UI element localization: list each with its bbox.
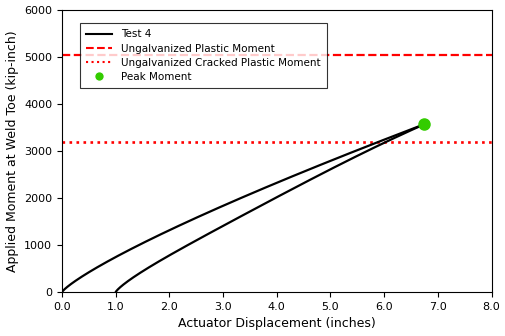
Legend: Test 4, Ungalvanized Plastic Moment, Ungalvanized Cracked Plastic Moment, Peak M: Test 4, Ungalvanized Plastic Moment, Ung… bbox=[80, 23, 326, 88]
Y-axis label: Applied Moment at Weld Toe (kip-inch): Applied Moment at Weld Toe (kip-inch) bbox=[6, 30, 19, 272]
X-axis label: Actuator Displacement (inches): Actuator Displacement (inches) bbox=[178, 318, 375, 330]
